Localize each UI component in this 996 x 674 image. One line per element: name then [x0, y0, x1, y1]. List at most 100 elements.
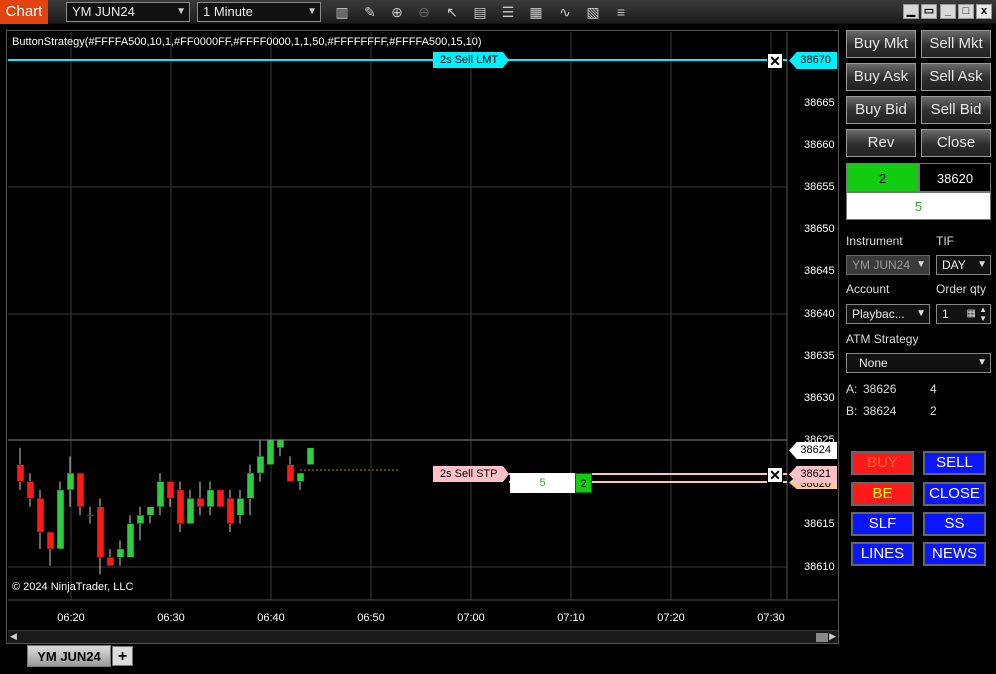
menu-icon[interactable]: ≡ [616, 4, 626, 20]
add-tab-button[interactable]: + [112, 646, 133, 666]
tif-combo[interactable]: DAY ▼ [936, 255, 991, 275]
properties-icon[interactable]: ☰ [501, 4, 515, 20]
strategies-icon[interactable]: ∿ [559, 4, 571, 20]
lines-button[interactable]: LINES [851, 542, 914, 566]
ask-price: 38626 [863, 382, 897, 396]
account-combo[interactable]: Playbac... ▼ [846, 304, 930, 324]
candle-body [276, 439, 285, 449]
maximize-button[interactable]: □ [958, 4, 974, 19]
ask-label: A: [846, 382, 858, 396]
chevron-down-icon: ▼ [916, 308, 926, 319]
horizontal-scrollbar[interactable]: ◀ ▶ [8, 630, 838, 643]
price-tick: 38630 [804, 392, 835, 404]
strategy-sell-button[interactable]: SELL [923, 451, 986, 475]
cancel-order-icon[interactable]: ✕ [767, 53, 783, 69]
chart-panel[interactable] [6, 30, 839, 644]
draw-pencil-icon[interactable]: ✎ [364, 4, 376, 20]
sell-stp-order-tag[interactable]: 2s Sell STP [433, 466, 509, 482]
candle-body [26, 481, 35, 499]
stop-filled-box[interactable]: 2 [575, 473, 592, 493]
close-window-button[interactable]: x [976, 4, 992, 19]
atm-strategy-combo[interactable]: None ▼ [846, 353, 991, 373]
chart-trader-icon[interactable]: ▧ [586, 4, 600, 20]
spin-arrows-icon[interactable]: ▲ ▼ [979, 305, 987, 323]
candle-body [136, 514, 145, 524]
order-qty-stepper[interactable]: 1 ▦ ▲ ▼ [936, 304, 991, 324]
time-tick: 06:40 [257, 612, 285, 624]
restore-button[interactable]: ▭ [921, 4, 937, 19]
time-tick: 07:10 [557, 612, 585, 624]
cancel-order-icon[interactable]: ✕ [767, 467, 783, 483]
candlestick-series [16, 439, 315, 575]
bar-type-icon[interactable]: ▥ [335, 4, 349, 20]
copyright-text: © 2024 NinjaTrader, LLC [12, 581, 134, 593]
zoom-in-icon[interactable]: ⊕ [391, 4, 403, 20]
zoom-out-icon[interactable]: ⊖ [418, 4, 430, 20]
candle-body [226, 498, 235, 524]
time-tick: 06:50 [357, 612, 385, 624]
calculator-icon[interactable]: ▦ [966, 308, 976, 319]
time-tick: 06:20 [57, 612, 85, 624]
buy-bid-button[interactable]: Buy Bid [846, 96, 916, 124]
sell-lmt-order-tag[interactable]: 2s Sell LMT [433, 52, 509, 68]
time-tick: 07:30 [757, 612, 785, 624]
price-tick: 38665 [804, 97, 835, 109]
price-tick: 38635 [804, 350, 835, 362]
candle-body [156, 481, 165, 508]
price-tick: 38655 [804, 181, 835, 193]
candle-body [66, 472, 75, 491]
candle-body [286, 464, 295, 482]
chart-grid [8, 32, 837, 601]
time-tick: 06:30 [157, 612, 185, 624]
time-tick: 07:00 [457, 612, 485, 624]
buy-ask-button[interactable]: Buy Ask [846, 63, 916, 91]
scroll-left-icon[interactable]: ◀ [10, 631, 17, 641]
candle-body [146, 506, 155, 516]
news-button[interactable]: NEWS [923, 542, 986, 566]
sell-mkt-button[interactable]: Sell Mkt [921, 30, 991, 58]
instrument-selector[interactable]: YM JUN24 ▼ [66, 2, 190, 22]
pointer-icon[interactable]: ↖ [446, 4, 458, 20]
position-pnl: 5 [846, 192, 991, 220]
close-position-button[interactable]: Close [921, 129, 991, 157]
scroll-right-icon[interactable]: ▶ [829, 631, 836, 641]
interval-selector[interactable]: 1 Minute ▼ [197, 2, 321, 22]
candle-body [46, 531, 55, 550]
tab-ym-jun24[interactable]: YM JUN24 [27, 645, 111, 667]
bid-label: B: [846, 404, 858, 418]
candle-body [196, 498, 205, 508]
bid-price: 38624 [863, 404, 897, 418]
interval-selector-value: 1 Minute [203, 4, 253, 19]
toolbar: Chart YM JUN24 ▼ 1 Minute ▼ ▥ ✎ ⊕ ⊖ ↖ ▤ … [0, 0, 996, 24]
sell-bid-button[interactable]: Sell Bid [921, 96, 991, 124]
candle-body [16, 464, 25, 482]
stop-qty-box[interactable]: 5 [510, 473, 575, 493]
tif-combo-value: DAY [942, 258, 966, 272]
price-tick: 38645 [804, 265, 835, 277]
indicators-icon[interactable]: ▦ [529, 4, 543, 20]
price-tick: 38615 [804, 518, 835, 530]
buy-mkt-button[interactable]: Buy Mkt [846, 30, 916, 58]
chevron-down-icon: ▼ [977, 357, 987, 368]
price-tick: 38640 [804, 308, 835, 320]
minimize-window-button[interactable]: _ [940, 4, 956, 19]
scrollbar-thumb[interactable] [816, 633, 828, 642]
reverse-button[interactable]: Rev [846, 129, 916, 157]
instrument-selector-value: YM JUN24 [72, 4, 135, 19]
slf-button[interactable]: SLF [851, 512, 914, 536]
candle-body [306, 447, 315, 465]
instrument-combo[interactable]: YM JUN24 ▼ [846, 255, 930, 275]
breakeven-button[interactable]: BE [851, 482, 914, 506]
sell-ask-button[interactable]: Sell Ask [921, 63, 991, 91]
atm-strategy-label: ATM Strategy [846, 332, 919, 346]
instrument-label: Instrument [846, 234, 903, 248]
data-box-icon[interactable]: ▤ [473, 4, 487, 20]
app-title[interactable]: Chart [0, 0, 48, 24]
strategy-buy-button[interactable]: BUY [851, 451, 914, 475]
minimize-button[interactable]: ▁ [903, 4, 919, 19]
chevron-down-icon: ▼ [977, 259, 987, 270]
strategy-close-button[interactable]: CLOSE [923, 482, 986, 506]
candle-body [96, 506, 105, 558]
ss-button[interactable]: SS [923, 512, 986, 536]
candle-body [186, 498, 195, 524]
